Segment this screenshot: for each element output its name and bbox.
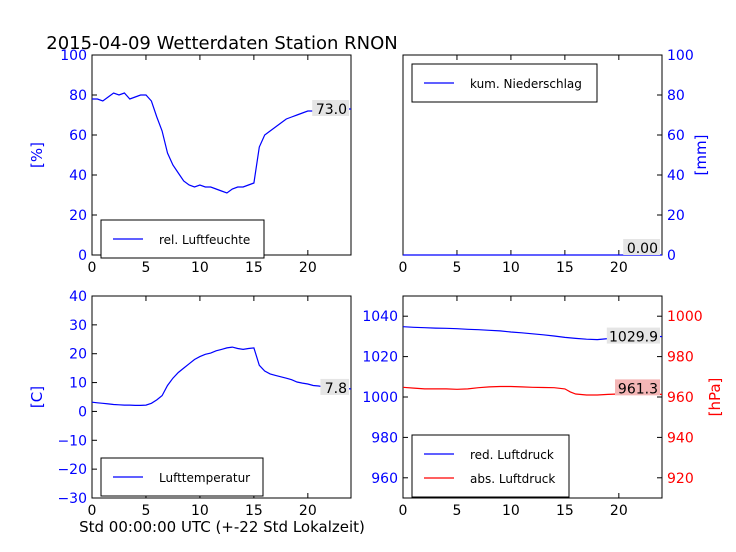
figure-title: 2015-04-09 Wetterdaten Station RNON [46,33,397,54]
legend-label: red. Luftdruck [470,448,554,462]
plot-frame [91,295,352,499]
x-tick-label: 0 [399,260,408,276]
x-tick-label: 0 [399,503,408,519]
x-tick-label: 5 [141,503,150,519]
y-tick-label: 80 [69,88,87,104]
y-tick-label: 920 [667,471,694,487]
x-tick-label: 15 [245,260,263,276]
legend-label: rel. Luftfeuchte [159,233,250,247]
x-axis-footer-label: Std 00:00:00 UTC (+-22 Std Lokalzeit) [79,518,365,536]
end-value-label-box [623,239,660,255]
x-tick-label: 20 [299,260,317,276]
legend-label: Lufttemperatur [159,471,250,485]
end-value-label: 7.8 [325,381,347,397]
x-tick-label: 5 [452,260,461,276]
x-tick-label: 0 [88,260,97,276]
y-tick-label: 980 [371,430,398,446]
x-tick-label: 10 [502,503,520,519]
y-tick-label: 10 [69,376,87,392]
panel-top-left: 0 5 10 15 20 0 20 40 60 80 100 [%] 73.0 rel. Luftfeuc… [28,48,352,276]
y-tick-label: 100 [60,48,87,64]
y-tick-label: 980 [667,350,694,366]
y-tick-label: 20 [667,208,685,224]
legend-label: kum. Niederschlag [470,77,582,91]
y-tick-label: 30 [69,318,87,334]
panel-top-right: 0 5 10 15 20 0 20 40 60 80 100 [mm] 0.00 kum. Nieders… [399,48,710,276]
x-tick-label: 15 [245,503,263,519]
y-tick-label: −30 [57,491,87,507]
y-tick-label: 0 [667,248,676,264]
y-tick-label: 960 [371,471,398,487]
y-tick-label: 960 [667,390,694,406]
end-value-label-box [606,327,660,344]
y-tick-label: 80 [667,88,685,104]
y-tick-label: 940 [667,430,694,446]
y-axis-label: [hPa] [706,378,724,417]
legend-label: abs. Luftdruck [470,472,555,486]
x-tick-label: 10 [502,260,520,276]
x-tick-label: 10 [191,503,209,519]
x-tick-label: 5 [452,503,461,519]
y-tick-label: 60 [69,128,87,144]
end-value-label: 961.3 [618,381,658,397]
x-tick-label: 20 [299,503,317,519]
series-line-rel-luftfeuchte [92,92,351,194]
end-value-label: 73.0 [316,102,347,118]
x-tick-label: 15 [556,503,574,519]
y-tick-label: 1000 [667,309,703,325]
y-tick-label: 20 [69,208,87,224]
y-tick-label: −20 [57,462,87,478]
y-axis-label: [C] [28,386,46,408]
y-tick-label: 1000 [362,390,398,406]
x-tick-label: 20 [610,503,628,519]
x-tick-label: 15 [556,260,574,276]
y-tick-label: 60 [667,128,685,144]
x-tick-label: 5 [141,260,150,276]
y-tick-label: −10 [57,433,87,449]
x-tick-label: 20 [610,260,628,276]
y-tick-label: 100 [667,48,694,64]
series-line-lufttemperatur [91,346,352,406]
y-tick-label: 0 [78,248,87,264]
y-tick-label: 1040 [362,309,398,325]
y-tick-label: 1020 [362,350,398,366]
panel-bottom-right: 0 5 10 15 20 960 980 1000 1020 1040 920 940 960 980 10… [362,295,724,519]
y-tick-label: 40 [69,289,87,305]
end-value-label: 1029.9 [609,330,658,346]
y-tick-label: 40 [667,168,685,184]
panel-bottom-left: 0 5 10 15 20 −30 −20 −10 0 10 20 30 40 [C] 7.8 Lufttemp… [28,289,352,519]
y-tick-label: 20 [69,347,87,363]
y-tick-label: 0 [78,404,87,420]
y-axis-label: [%] [28,142,46,168]
x-tick-label: 0 [88,503,97,519]
end-value-label: 0.00 [627,241,658,257]
end-value-label-box [312,100,349,116]
legend-box [411,434,570,498]
end-value-label-box [320,378,349,395]
y-axis-label: [mm] [692,135,710,176]
x-tick-label: 10 [191,260,209,276]
y-tick-label: 40 [69,168,87,184]
end-value-label-box [615,379,660,396]
